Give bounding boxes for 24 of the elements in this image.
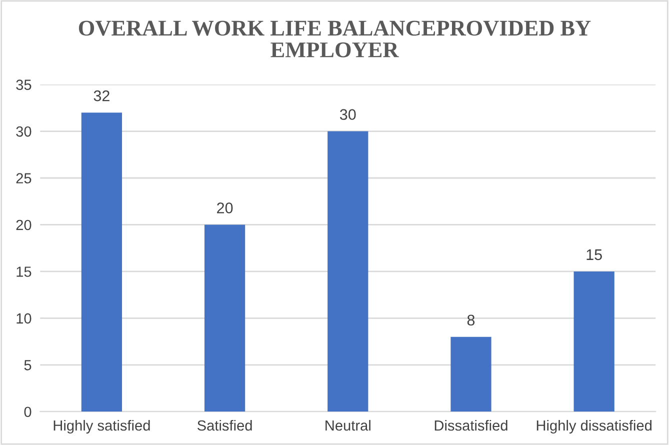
bar	[204, 224, 246, 412]
x-tick-label: Dissatisfied	[434, 420, 508, 431]
data-label: 20	[217, 202, 233, 214]
y-tick-label: 0	[24, 406, 32, 418]
y-tick-label: 5	[24, 360, 32, 370]
y-tick-label: 20	[16, 220, 32, 230]
x-tick-label: Highly dissatisfied	[536, 420, 652, 434]
data-label: 30	[340, 109, 356, 120]
y-tick-label: 25	[16, 173, 32, 184]
y-tick-label: 30	[16, 126, 32, 137]
bar	[574, 271, 614, 412]
y-tick-label: 15	[16, 266, 32, 277]
data-label: 8	[467, 314, 475, 326]
y-tick-label: 10	[16, 313, 32, 324]
y-tick-label: 35	[16, 80, 32, 90]
x-tick-label: Neutral	[326, 420, 370, 431]
chart-title: OVERALL WORK LIFE BALANCEPROVIDED BY EMPLOYER	[78, 20, 591, 58]
bar	[328, 131, 368, 412]
x-tick-label: Satisfied	[197, 420, 252, 431]
data-label: 32	[94, 90, 110, 102]
data-label: 15	[586, 249, 602, 260]
x-tick-label: Highly satisfied	[54, 420, 150, 434]
bar	[450, 336, 492, 412]
bar	[81, 112, 122, 412]
